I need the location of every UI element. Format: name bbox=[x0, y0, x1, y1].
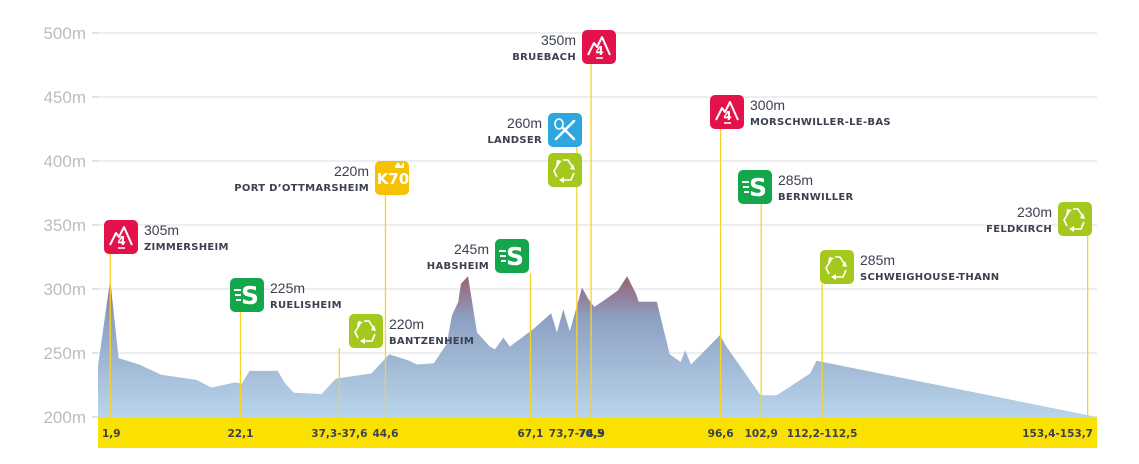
route-markers: 4 305m ZIMMERSHEIM S 225m RUELISHEIM 220m BANTZ… bbox=[104, 30, 1092, 348]
profile-area bbox=[98, 276, 1097, 417]
y-tick-label: 350m bbox=[43, 216, 86, 235]
feed-zone-icon bbox=[548, 113, 582, 147]
marker-leader-lines bbox=[109, 64, 1089, 417]
svg-text:4: 4 bbox=[595, 44, 603, 58]
route-marker[interactable]: S 225m RUELISHEIM bbox=[230, 278, 342, 312]
marker-place: FELDKIRCH bbox=[986, 224, 1052, 235]
marker-place: PORT D’OTTMARSHEIM bbox=[234, 183, 369, 194]
y-tick-label: 200m bbox=[43, 408, 86, 427]
km-band bbox=[98, 417, 1097, 448]
marker-elevation: 230m bbox=[1017, 204, 1052, 220]
profile-fill bbox=[98, 276, 1097, 417]
sprint-icon: S bbox=[738, 170, 772, 204]
marker-elevation: 225m bbox=[270, 280, 305, 296]
recycle-zone-icon bbox=[548, 153, 582, 187]
marker-elevation: 245m bbox=[454, 241, 489, 257]
route-marker[interactable]: S 245m HABSHEIM bbox=[427, 239, 529, 273]
y-tick-label: 250m bbox=[43, 344, 86, 363]
svg-text:K70: K70 bbox=[377, 170, 410, 188]
y-tick-label: 400m bbox=[43, 152, 86, 171]
marker-place: RUELISHEIM bbox=[270, 300, 342, 311]
km-axis-labels: 1,9 22,1 37,3-37,6 44,6 67,1 73,7-74,976,5 96,… bbox=[102, 428, 1093, 440]
y-axis: 500m 450m 400m 350m 300m 250m 200m bbox=[43, 24, 98, 427]
marker-elevation: 350m bbox=[541, 32, 576, 48]
marker-elevation: 220m bbox=[334, 163, 369, 179]
km-label: 67,1 bbox=[518, 428, 544, 440]
climb-cat4-icon: 4 bbox=[710, 95, 744, 129]
recycle-zone-icon bbox=[1058, 202, 1092, 236]
km-label: 96,6 bbox=[708, 428, 734, 440]
km-label: 102,9 bbox=[745, 428, 778, 440]
km70-icon: K70 bbox=[375, 161, 409, 195]
svg-text:S: S bbox=[506, 242, 524, 271]
recycle-zone-icon bbox=[820, 250, 854, 284]
route-marker[interactable]: 230m FELDKIRCH bbox=[986, 202, 1092, 236]
y-tick-label: 300m bbox=[43, 280, 86, 299]
route-marker[interactable]: 4 305m ZIMMERSHEIM bbox=[104, 220, 229, 254]
route-marker[interactable]: 260m LANDSER bbox=[487, 113, 582, 187]
climb-cat4-icon: 4 bbox=[104, 220, 138, 254]
recycle-zone-icon bbox=[349, 314, 383, 348]
marker-place: MORSCHWILLER-LE-BAS bbox=[750, 117, 891, 128]
marker-place: ZIMMERSHEIM bbox=[144, 242, 229, 253]
route-marker[interactable]: S 285m BERNWILLER bbox=[738, 170, 854, 204]
marker-place: BRUEBACH bbox=[512, 52, 576, 63]
km-label: 44,6 bbox=[372, 428, 398, 440]
marker-elevation: 300m bbox=[750, 97, 785, 113]
marker-elevation: 285m bbox=[778, 172, 813, 188]
km-label: 22,1 bbox=[227, 428, 253, 440]
marker-elevation: 305m bbox=[144, 222, 179, 238]
route-marker[interactable]: 4 350m BRUEBACH bbox=[512, 30, 616, 64]
route-marker[interactable]: 285m SCHWEIGHOUSE-THANN bbox=[820, 250, 999, 284]
marker-elevation: 285m bbox=[860, 252, 895, 268]
route-marker[interactable]: K70 220m PORT D’OTTMARSHEIM bbox=[234, 161, 409, 195]
svg-text:4: 4 bbox=[723, 109, 731, 123]
marker-place: HABSHEIM bbox=[427, 261, 489, 272]
marker-place: SCHWEIGHOUSE-THANN bbox=[860, 272, 999, 283]
marker-elevation: 220m bbox=[389, 316, 424, 332]
marker-elevation: 260m bbox=[507, 115, 542, 131]
km-label: 112,2-112,5 bbox=[787, 428, 858, 440]
km-label: 1,9 bbox=[102, 428, 121, 440]
km-axis-band bbox=[98, 417, 1097, 448]
route-marker[interactable]: 220m BANTZENHEIM bbox=[349, 314, 474, 348]
svg-text:S: S bbox=[749, 173, 767, 202]
km-label: 76,5 bbox=[578, 428, 604, 440]
sprint-icon: S bbox=[495, 239, 529, 273]
route-marker[interactable]: 4 300m MORSCHWILLER-LE-BAS bbox=[710, 95, 891, 129]
y-tick-label: 450m bbox=[43, 88, 86, 107]
y-tick-label: 500m bbox=[43, 24, 86, 43]
sprint-icon: S bbox=[230, 278, 264, 312]
km-label: 153,4-153,7 bbox=[1022, 428, 1093, 440]
km-label: 37,3-37,6 bbox=[311, 428, 367, 440]
marker-place: BERNWILLER bbox=[778, 192, 854, 203]
climb-cat4-icon: 4 bbox=[582, 30, 616, 64]
svg-text:S: S bbox=[241, 281, 259, 310]
marker-place: LANDSER bbox=[487, 135, 542, 146]
marker-place: BANTZENHEIM bbox=[389, 336, 474, 347]
km-label: 73,7-74,9 bbox=[549, 428, 605, 440]
svg-text:4: 4 bbox=[117, 234, 125, 248]
